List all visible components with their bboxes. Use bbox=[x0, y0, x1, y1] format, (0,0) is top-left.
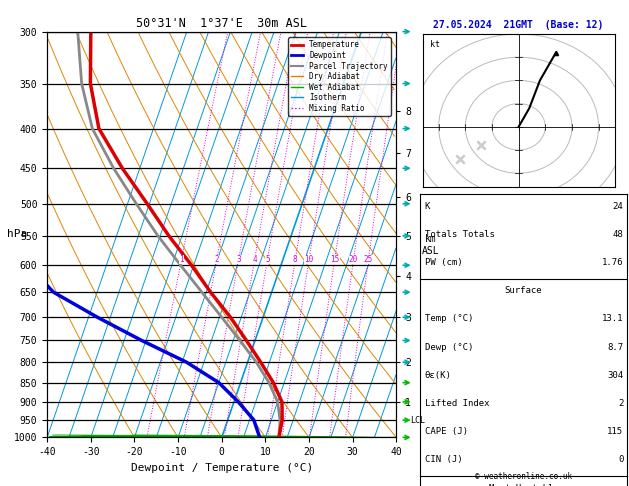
Text: hPa: hPa bbox=[8, 229, 28, 240]
Text: 24: 24 bbox=[613, 202, 623, 211]
Text: Temp (°C): Temp (°C) bbox=[425, 314, 473, 324]
Text: 2: 2 bbox=[618, 399, 623, 408]
Text: 8.7: 8.7 bbox=[607, 343, 623, 352]
Text: 13.1: 13.1 bbox=[602, 314, 623, 324]
Text: CAPE (J): CAPE (J) bbox=[425, 427, 467, 436]
Text: 27.05.2024  21GMT  (Base: 12): 27.05.2024 21GMT (Base: 12) bbox=[433, 20, 604, 30]
Text: Dewp (°C): Dewp (°C) bbox=[425, 343, 473, 352]
Text: 15: 15 bbox=[330, 255, 339, 264]
Text: 2: 2 bbox=[214, 255, 219, 264]
Text: 20: 20 bbox=[349, 255, 358, 264]
Text: Lifted Index: Lifted Index bbox=[425, 399, 489, 408]
Text: 1: 1 bbox=[179, 255, 184, 264]
Text: CIN (J): CIN (J) bbox=[425, 455, 462, 465]
Text: PW (cm): PW (cm) bbox=[425, 258, 462, 267]
Text: 10: 10 bbox=[304, 255, 314, 264]
Text: 48: 48 bbox=[613, 230, 623, 239]
Title: 50°31'N  1°37'E  30m ASL: 50°31'N 1°37'E 30m ASL bbox=[136, 17, 307, 31]
Text: 115: 115 bbox=[607, 427, 623, 436]
Text: kt: kt bbox=[430, 40, 440, 49]
Text: Totals Totals: Totals Totals bbox=[425, 230, 494, 239]
Text: 5: 5 bbox=[265, 255, 270, 264]
Text: 4: 4 bbox=[252, 255, 257, 264]
Text: 0: 0 bbox=[618, 455, 623, 465]
Text: θε(K): θε(K) bbox=[425, 371, 452, 380]
X-axis label: Dewpoint / Temperature (°C): Dewpoint / Temperature (°C) bbox=[131, 463, 313, 473]
Text: © weatheronline.co.uk: © weatheronline.co.uk bbox=[475, 472, 572, 481]
Legend: Temperature, Dewpoint, Parcel Trajectory, Dry Adiabat, Wet Adiabat, Isotherm, Mi: Temperature, Dewpoint, Parcel Trajectory… bbox=[289, 37, 391, 116]
Text: K: K bbox=[425, 202, 430, 211]
Text: Most Unstable: Most Unstable bbox=[489, 484, 559, 486]
Text: LCL: LCL bbox=[410, 416, 425, 425]
Text: 8: 8 bbox=[293, 255, 298, 264]
Text: 1.76: 1.76 bbox=[602, 258, 623, 267]
Y-axis label: km
ASL: km ASL bbox=[422, 235, 440, 256]
Text: 304: 304 bbox=[607, 371, 623, 380]
Text: Surface: Surface bbox=[505, 286, 542, 295]
Text: 25: 25 bbox=[364, 255, 373, 264]
Text: 3: 3 bbox=[237, 255, 241, 264]
